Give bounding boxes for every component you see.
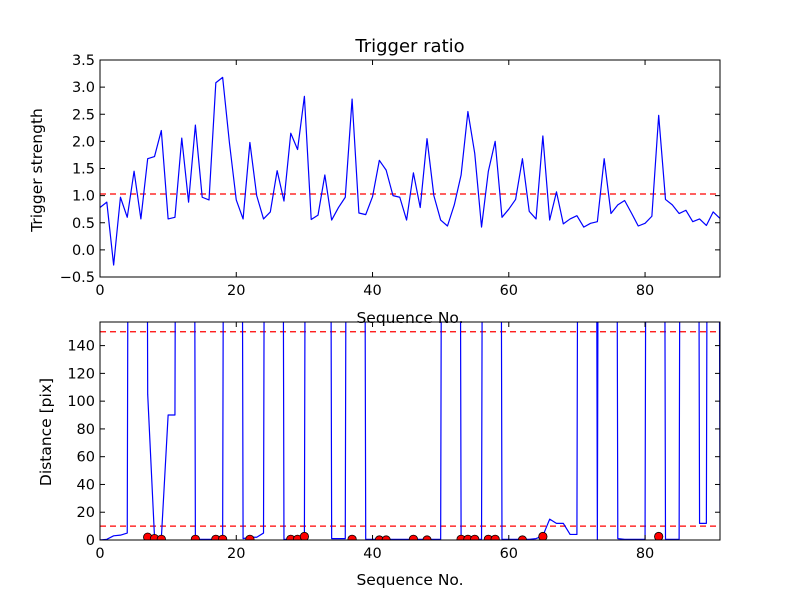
bottom-x-tick-label: 80	[636, 546, 654, 562]
top-x-tick-label: 40	[363, 283, 381, 299]
top-y-tick-label: 1.5	[72, 162, 95, 178]
top-chart-title: Trigger ratio	[354, 36, 464, 57]
bottom-y-tick-label: 100	[67, 394, 95, 410]
bottom-marker-point	[538, 531, 548, 540]
top-data-layer	[100, 76, 720, 266]
bottom-y-tick-label: 140	[67, 339, 95, 355]
bottom-marker-point	[245, 534, 255, 540]
bottom-marker-point	[299, 531, 309, 540]
bottom-plot-area: 0 20 40 60 80 0 20 40 60 80 100 120 140	[67, 321, 721, 562]
top-x-tick-label: 20	[227, 283, 245, 299]
bottom-y-tick-label: 120	[67, 366, 95, 382]
top-y-tick-label: 3.5	[72, 53, 95, 69]
top-y-axis-label: Trigger strength	[28, 108, 46, 233]
top-y-tick-label: 2.5	[72, 107, 95, 123]
bottom-y-axis-label: Distance [pix]	[37, 378, 55, 486]
bottom-marker-point	[654, 531, 664, 540]
bottom-y-tick-label: 20	[77, 505, 95, 521]
bottom-y-tick-label: 80	[77, 422, 95, 438]
bottom-panel: 0 20 40 60 80 0 20 40 60 80 100 120 140 Sequence No.…	[37, 321, 721, 589]
bottom-marker-point	[347, 534, 357, 540]
bottom-x-tick-label: 40	[363, 546, 381, 562]
bottom-marker-point	[470, 534, 480, 540]
bottom-x-tick-label: 20	[227, 546, 245, 562]
top-x-tick-label: 0	[95, 283, 104, 299]
bottom-data-layer	[100, 322, 720, 540]
top-x-tick-label: 80	[636, 283, 654, 299]
bottom-marker-point	[490, 534, 500, 540]
bottom-marker-point	[190, 534, 200, 540]
bottom-x-axis-label: Sequence No.	[356, 571, 463, 589]
top-y-tick-label: 2.0	[72, 134, 95, 150]
bottom-marker-point	[156, 534, 166, 540]
bottom-y-tick-label: 60	[77, 450, 95, 466]
bottom-marker-point	[408, 534, 419, 540]
top-plot-area: 0 20 40 60 80 −0.5 0.0 0.5 1.0 1.5 2.0 2.5 3.0 3.5	[60, 53, 721, 299]
top-y-tick-label: 0.5	[72, 216, 95, 232]
bottom-y-tick-label: 40	[77, 477, 95, 493]
bottom-x-tick-label: 60	[500, 546, 518, 562]
top-y-tick-label: −0.5	[60, 270, 95, 286]
top-series-line-0	[100, 76, 720, 266]
bottom-x-tick-label: 0	[95, 546, 104, 562]
top-y-tick-label: 0.0	[72, 243, 95, 259]
bottom-marker-point	[218, 534, 228, 540]
bottom-y-tick-label: 0	[86, 533, 95, 549]
top-y-tick-label: 1.0	[72, 189, 95, 205]
bottom-axes-frame	[99, 321, 721, 541]
top-x-tick-label: 60	[500, 283, 518, 299]
top-y-tick-label: 3.0	[72, 80, 95, 96]
